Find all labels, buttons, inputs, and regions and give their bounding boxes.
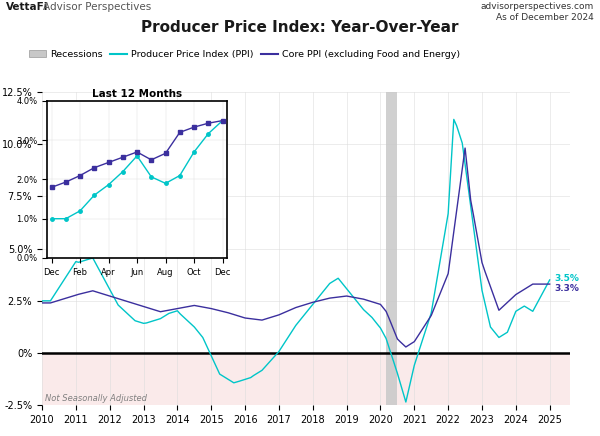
Text: VettaFi: VettaFi — [6, 2, 49, 12]
Text: advisorperspectives.com
As of December 2024: advisorperspectives.com As of December 2… — [481, 2, 594, 21]
Text: Not Seasonally Adjusted: Not Seasonally Adjusted — [46, 394, 148, 403]
Text: 3.5%: 3.5% — [555, 274, 580, 283]
Bar — [386, 92, 397, 405]
Text: Producer Price Index: Year-Over-Year: Producer Price Index: Year-Over-Year — [141, 20, 459, 34]
Bar — [42, 353, 570, 405]
Text: Advisor Perspectives: Advisor Perspectives — [43, 2, 151, 12]
Legend: Recessions, Producer Price Index (PPI), Core PPI (excluding Food and Energy): Recessions, Producer Price Index (PPI), … — [26, 46, 464, 63]
Text: 3.3%: 3.3% — [555, 284, 580, 293]
